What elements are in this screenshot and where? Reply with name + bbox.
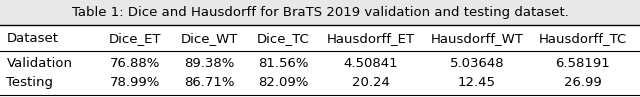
Text: 76.88%: 76.88% — [110, 57, 160, 70]
Text: Dice_WT: Dice_WT — [180, 32, 237, 45]
Text: Hausdorff_TC: Hausdorff_TC — [538, 32, 627, 45]
Text: Testing: Testing — [6, 76, 53, 89]
Text: 78.99%: 78.99% — [110, 76, 160, 89]
Text: Dice_TC: Dice_TC — [257, 32, 309, 45]
Text: 89.38%: 89.38% — [184, 57, 234, 70]
Text: 86.71%: 86.71% — [184, 76, 234, 89]
Text: 82.09%: 82.09% — [258, 76, 308, 89]
Text: Validation: Validation — [6, 57, 72, 70]
Text: 5.03648: 5.03648 — [449, 57, 504, 70]
Text: 4.50841: 4.50841 — [344, 57, 399, 70]
Text: 26.99: 26.99 — [564, 76, 602, 89]
Text: Table 1: Dice and Hausdorff for BraTS 2019 validation and testing dataset.: Table 1: Dice and Hausdorff for BraTS 20… — [72, 6, 568, 19]
Text: Dataset: Dataset — [6, 32, 58, 45]
Text: Hausdorff_ET: Hausdorff_ET — [327, 32, 415, 45]
Text: 6.58191: 6.58191 — [555, 57, 610, 70]
Text: Dice_ET: Dice_ET — [109, 32, 161, 45]
Text: Hausdorff_WT: Hausdorff_WT — [430, 32, 524, 45]
Text: 81.56%: 81.56% — [258, 57, 308, 70]
Text: 20.24: 20.24 — [352, 76, 390, 89]
Text: 12.45: 12.45 — [458, 76, 496, 89]
